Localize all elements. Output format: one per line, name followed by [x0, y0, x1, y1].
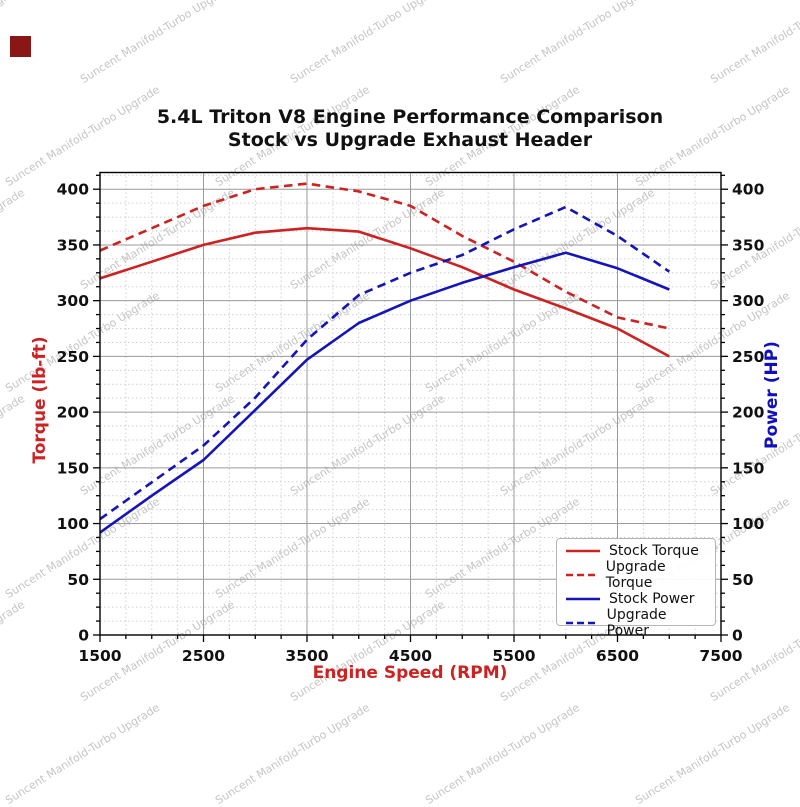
y-right-tick-label: 300 [732, 292, 765, 310]
y-left-tick-label: 100 [57, 515, 90, 533]
series-line-upgrade-power [99, 205, 671, 521]
y-right-tick-label: 100 [732, 515, 765, 533]
legend-label: Stock Power [609, 591, 695, 607]
y-left-tick-label: 300 [57, 292, 90, 310]
y-left-tick-label: 50 [67, 571, 89, 589]
legend-item-stock-power: Stock Power [566, 591, 706, 607]
legend-line-sample [566, 597, 600, 601]
y-axis-label-power: Power (HP) [762, 341, 782, 449]
y-left-tick-label: 350 [57, 236, 90, 254]
x-tick-label: 4500 [389, 647, 432, 665]
x-tick-label: 7500 [699, 647, 742, 665]
legend-item-upgrade-power: Upgrade Power [566, 607, 706, 639]
x-tick-label: 2500 [182, 647, 225, 665]
legend-label: Upgrade Power [606, 607, 667, 639]
chart-title-line2: Stock vs Upgrade Exhaust Header [227, 129, 593, 151]
chart-title: 5.4L Triton V8 Engine Performance Compar… [157, 106, 663, 152]
series-line-stock-torque [99, 226, 670, 358]
y-left-tick-label: 0 [78, 627, 89, 645]
y-right-tick-label: 200 [732, 404, 765, 422]
y-left-tick-label: 400 [57, 181, 90, 199]
x-tick-label: 3500 [285, 647, 328, 665]
logo-badge [10, 36, 31, 57]
y-right-tick-label: 0 [732, 627, 743, 645]
legend-line-sample [566, 549, 600, 553]
y-left-tick-label: 250 [57, 348, 90, 366]
legend-line-sample [566, 573, 597, 577]
x-axis-label: Engine Speed (RPM) [312, 663, 508, 683]
y-left-tick-label: 150 [57, 459, 90, 477]
y-right-tick-label: 150 [732, 459, 765, 477]
y-left-tick-label: 200 [57, 404, 90, 422]
x-tick-label: 5500 [492, 647, 535, 665]
y-axis-label-torque: Torque (lb-ft) [30, 336, 50, 464]
x-tick-label: 1500 [78, 647, 121, 665]
legend-line-sample [566, 621, 598, 625]
y-right-tick-label: 350 [732, 236, 765, 254]
legend-item-stock-torque: Stock Torque [566, 543, 706, 559]
legend-item-upgrade-torque: Upgrade Torque [566, 559, 706, 591]
series-line-stock-power [99, 251, 670, 534]
series-line-upgrade-torque [99, 182, 670, 330]
y-right-tick-label: 50 [732, 571, 754, 589]
legend-label: Upgrade Torque [605, 559, 666, 591]
y-right-tick-label: 250 [732, 348, 765, 366]
legend-label: Stock Torque [609, 543, 699, 559]
y-right-tick-label: 400 [732, 181, 765, 199]
x-tick-label: 6500 [596, 647, 639, 665]
legend: Stock Torque Upgrade Torque Stock Power Upg… [556, 538, 716, 639]
chart-title-line1: 5.4L Triton V8 Engine Performance Compar… [156, 106, 664, 128]
